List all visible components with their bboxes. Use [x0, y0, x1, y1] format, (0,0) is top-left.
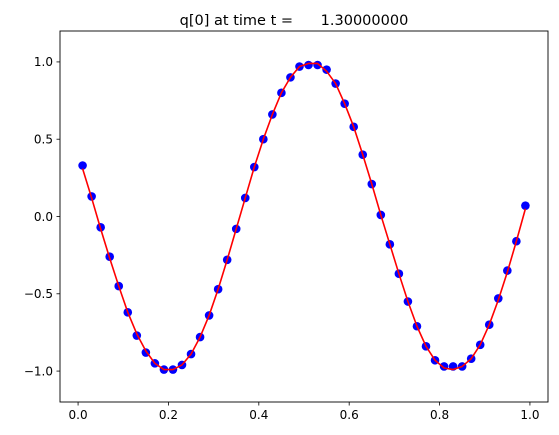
y-tick-label: 0.0 [34, 210, 53, 224]
x-axis: 0.0 0.2 0.4 0.6 0.8 1.0 [69, 402, 539, 422]
x-tick-label: 0.4 [249, 408, 268, 422]
y-tick-label: 1.0 [34, 55, 53, 69]
x-tick-label: 0.8 [430, 408, 449, 422]
x-tick-label: 1.0 [520, 408, 539, 422]
series-line [81, 62, 527, 371]
x-tick-label: 0.0 [69, 408, 88, 422]
series-lines [81, 62, 527, 371]
y-tick-label: −0.5 [24, 287, 53, 301]
data-point [521, 201, 530, 210]
x-tick-label: 0.6 [340, 408, 359, 422]
axes-frame [59, 30, 549, 403]
x-tick-label: 0.2 [159, 408, 178, 422]
y-tick-label: −1.0 [24, 364, 53, 378]
y-tick-label: 0.5 [34, 133, 53, 147]
data-point [78, 161, 87, 170]
series-markers [78, 60, 530, 374]
y-axis: −1.0 −0.5 0.0 0.5 1.0 [24, 55, 60, 378]
data-point [322, 65, 331, 74]
chart-title: q[0] at time t = 1.30000000 [180, 13, 409, 29]
